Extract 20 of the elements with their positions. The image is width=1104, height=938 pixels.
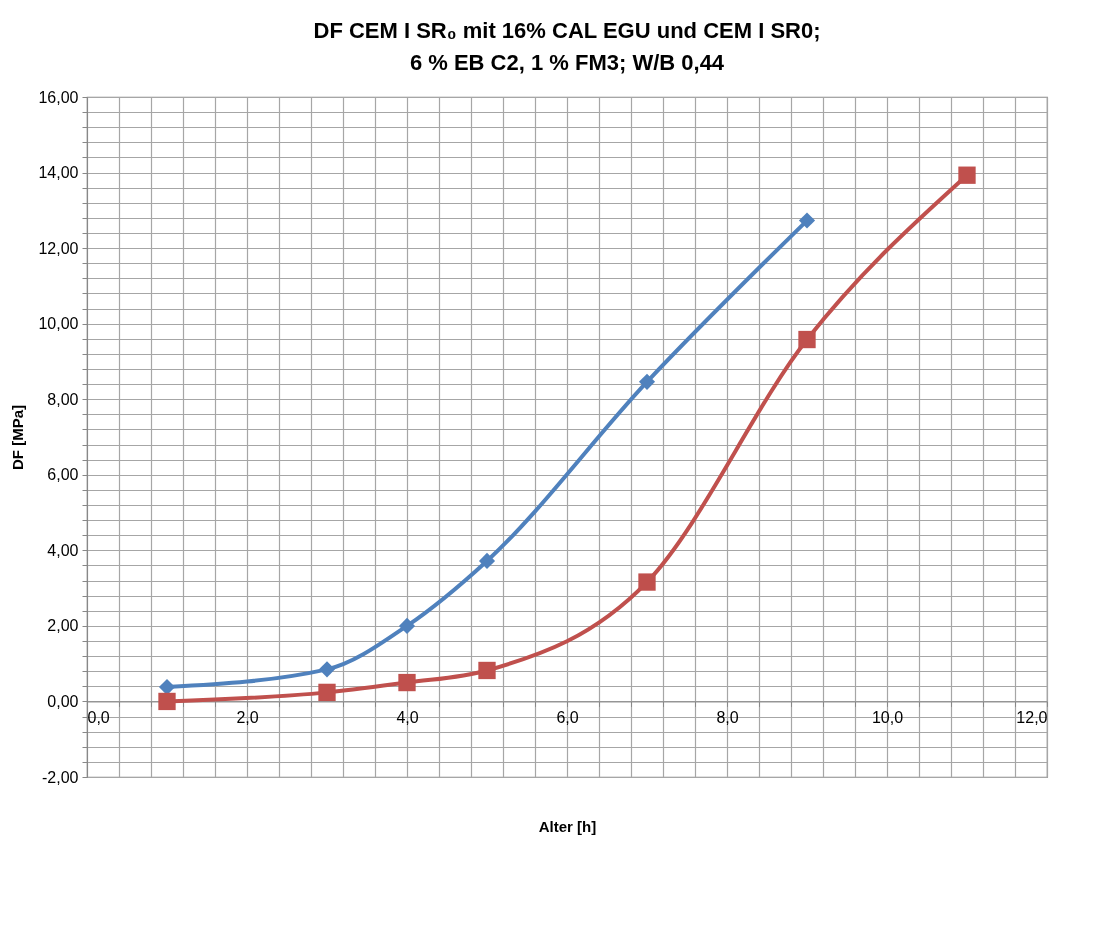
y-tick-label: 10,00 [38,315,79,333]
y-tick-label: -2,00 [42,768,79,786]
y-tick-label: 6,00 [47,466,79,484]
x-tick-label: 12,0 [1016,708,1048,726]
chart-title: DF CEM I SR₀ mit 16% CAL EGU und CEM I SR0; 6 % EB C2, 1 % FM3; W/B 0,44 [313,18,821,75]
y-tick-label: 14,00 [38,164,79,182]
y-tick-label: 2,00 [47,617,79,635]
y-tick-label: 16,00 [38,88,79,106]
x-tick-label: 10,0 [871,708,904,726]
x-tick-label: 4,0 [396,708,419,726]
y-axis-title: DF [MPa] [9,405,27,470]
x-tick-label: 0,0 [87,708,110,726]
x-axis-title: Alter [h] [538,817,597,835]
x-tick-label: 6,0 [556,708,579,726]
x-tick-label: 2,0 [236,708,259,726]
y-tick-label: 4,00 [47,541,79,559]
y-tick-label: 8,00 [47,390,79,408]
y-tick-label: 0,00 [47,692,79,710]
y-tick-label: 12,00 [38,239,79,257]
x-tick-label: 8,0 [716,708,739,726]
